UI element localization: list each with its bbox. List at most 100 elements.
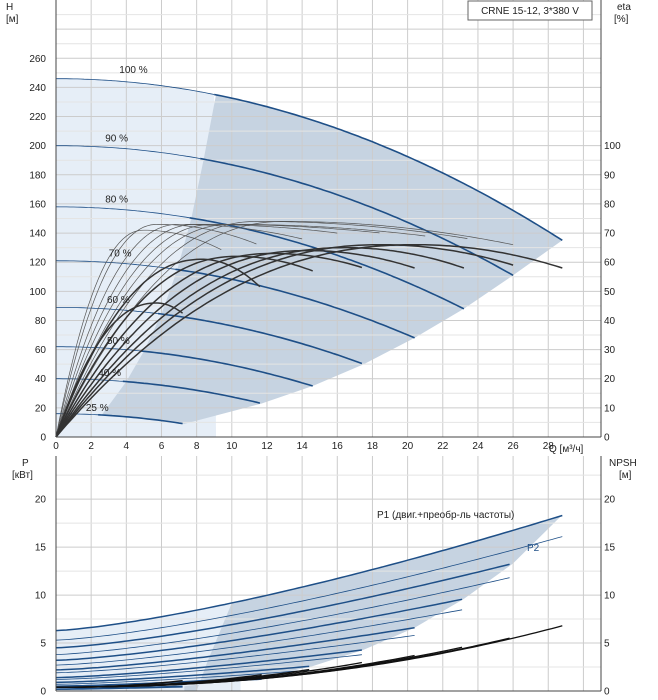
efficiency-curve <box>55 258 261 438</box>
power-axis-label: P <box>22 458 29 469</box>
head-tick-label: 40 <box>35 374 47 385</box>
flow-tick-label: 8 <box>194 441 200 452</box>
head-curve-80-low <box>55 206 190 219</box>
speed-label: 90 % <box>105 133 128 144</box>
efficiency-curve-thin <box>55 223 257 438</box>
head-curve-60 <box>157 312 363 365</box>
efficiency-curve <box>55 246 465 438</box>
flow-tick-label: 18 <box>367 441 379 452</box>
flow-tick-label: 0 <box>53 441 59 452</box>
eta-tick-label: 80 <box>604 199 616 210</box>
eta-tick-label: 60 <box>604 258 616 269</box>
p1-curve-label: P1 (двиг.+преобр-ль частоты) <box>377 509 514 521</box>
eta-axis-label: eta <box>617 2 631 13</box>
npsh-curve <box>56 679 183 688</box>
head-tick-label: 0 <box>40 433 46 444</box>
p2-curve <box>55 635 415 674</box>
p1-curve <box>55 665 310 684</box>
eta-tick-label: 40 <box>604 316 616 327</box>
eta-axis-unit: [%] <box>614 14 629 25</box>
flow-tick-label: 28 <box>543 441 555 452</box>
npsh-tick-label: 0 <box>604 687 610 698</box>
speed-label: 80 % <box>105 194 128 205</box>
flow-tick-label: 16 <box>332 441 344 452</box>
flow-tick-label: 10 <box>226 441 238 452</box>
head-tick-label: 60 <box>35 345 47 356</box>
speed-label: 25 % <box>86 403 109 414</box>
p2-curve <box>55 609 463 666</box>
efficiency-curve-thin <box>55 221 468 438</box>
head-curve-50 <box>140 350 313 387</box>
head-tick-label: 200 <box>29 141 46 152</box>
power-tick-label: 0 <box>40 687 46 698</box>
speed-label: 100 % <box>119 65 147 76</box>
speed-label: 60 % <box>107 295 130 306</box>
curves <box>55 78 563 690</box>
flow-tick-label: 26 <box>508 441 520 452</box>
head-tick-label: 160 <box>29 199 46 210</box>
p1-curve <box>55 626 415 671</box>
npsh-axis-label: NPSH <box>609 458 637 469</box>
efficiency-curve <box>55 243 563 438</box>
flow-tick-label: 14 <box>297 441 309 452</box>
npsh-tick-label: 20 <box>604 495 616 506</box>
head-tick-label: 180 <box>29 170 46 181</box>
head-tick-label: 140 <box>29 229 46 240</box>
head-tick-label: 240 <box>29 83 46 94</box>
efficiency-curve <box>55 243 514 438</box>
head-axis-label: H <box>6 2 13 13</box>
eta-tick-label: 100 <box>604 141 621 152</box>
head-panel-grid <box>55 0 601 438</box>
efficiency-curve <box>55 255 313 438</box>
power-tick-label: 5 <box>40 639 46 650</box>
flow-tick-label: 12 <box>261 441 273 452</box>
p1-curve <box>55 563 510 649</box>
flow-tick-label: 2 <box>88 441 94 452</box>
efficiency-curve-thin <box>55 223 303 438</box>
flow-tick-label: 22 <box>437 441 449 452</box>
eta-tick-label: 20 <box>604 374 616 385</box>
head-tick-label: 220 <box>29 112 46 123</box>
efficiency-curve <box>55 302 184 438</box>
npsh-axis-unit: [м] <box>619 470 632 481</box>
p2-curve <box>55 654 362 680</box>
head-curve-100 <box>214 93 563 241</box>
head-tick-label: 20 <box>35 403 47 414</box>
eta-tick-label: 0 <box>604 433 610 444</box>
speed-label: 40 % <box>98 368 121 379</box>
head-tick-label: 100 <box>29 287 46 298</box>
head-curve-70 <box>175 268 415 339</box>
head-tick-label: 80 <box>35 316 47 327</box>
speed-label: 70 % <box>109 248 132 259</box>
head-curve-40 <box>122 380 261 404</box>
p2-curve <box>55 577 510 655</box>
labels: 100 %90 %80 %70 %60 %50 %40 %25 %0204060… <box>29 54 621 698</box>
head-tick-label: 260 <box>29 54 46 65</box>
power-axis-unit: [кВт] <box>12 470 33 481</box>
p1-curve <box>55 649 362 679</box>
speed-label: 50 % <box>107 336 130 347</box>
eta-tick-label: 30 <box>604 345 616 356</box>
efficiency-curve <box>55 252 363 438</box>
efficiency-curve <box>55 249 415 438</box>
p1-curve <box>55 685 183 690</box>
head-axis-unit: [м] <box>6 14 19 25</box>
p2-curve <box>55 669 310 685</box>
npsh-tick-label: 10 <box>604 591 616 602</box>
p1-curve <box>55 598 463 662</box>
npsh-tick-label: 5 <box>604 639 610 650</box>
chart-title: CRNE 15-12, 3*380 V <box>481 6 579 17</box>
head-curve-60-low <box>56 307 159 314</box>
power-tick-label: 10 <box>35 591 47 602</box>
axes <box>55 0 602 692</box>
flow-tick-label: 20 <box>402 441 414 452</box>
head-tick-label: 120 <box>29 258 46 269</box>
flow-axis-label: Q [м³/ч] <box>549 444 584 455</box>
eta-tick-label: 10 <box>604 403 616 414</box>
title-box <box>467 0 593 21</box>
flow-tick-label: 6 <box>159 441 165 452</box>
power-tick-label: 20 <box>35 495 47 506</box>
head-curve-25 <box>98 414 183 425</box>
eta-tick-label: 50 <box>604 287 616 298</box>
